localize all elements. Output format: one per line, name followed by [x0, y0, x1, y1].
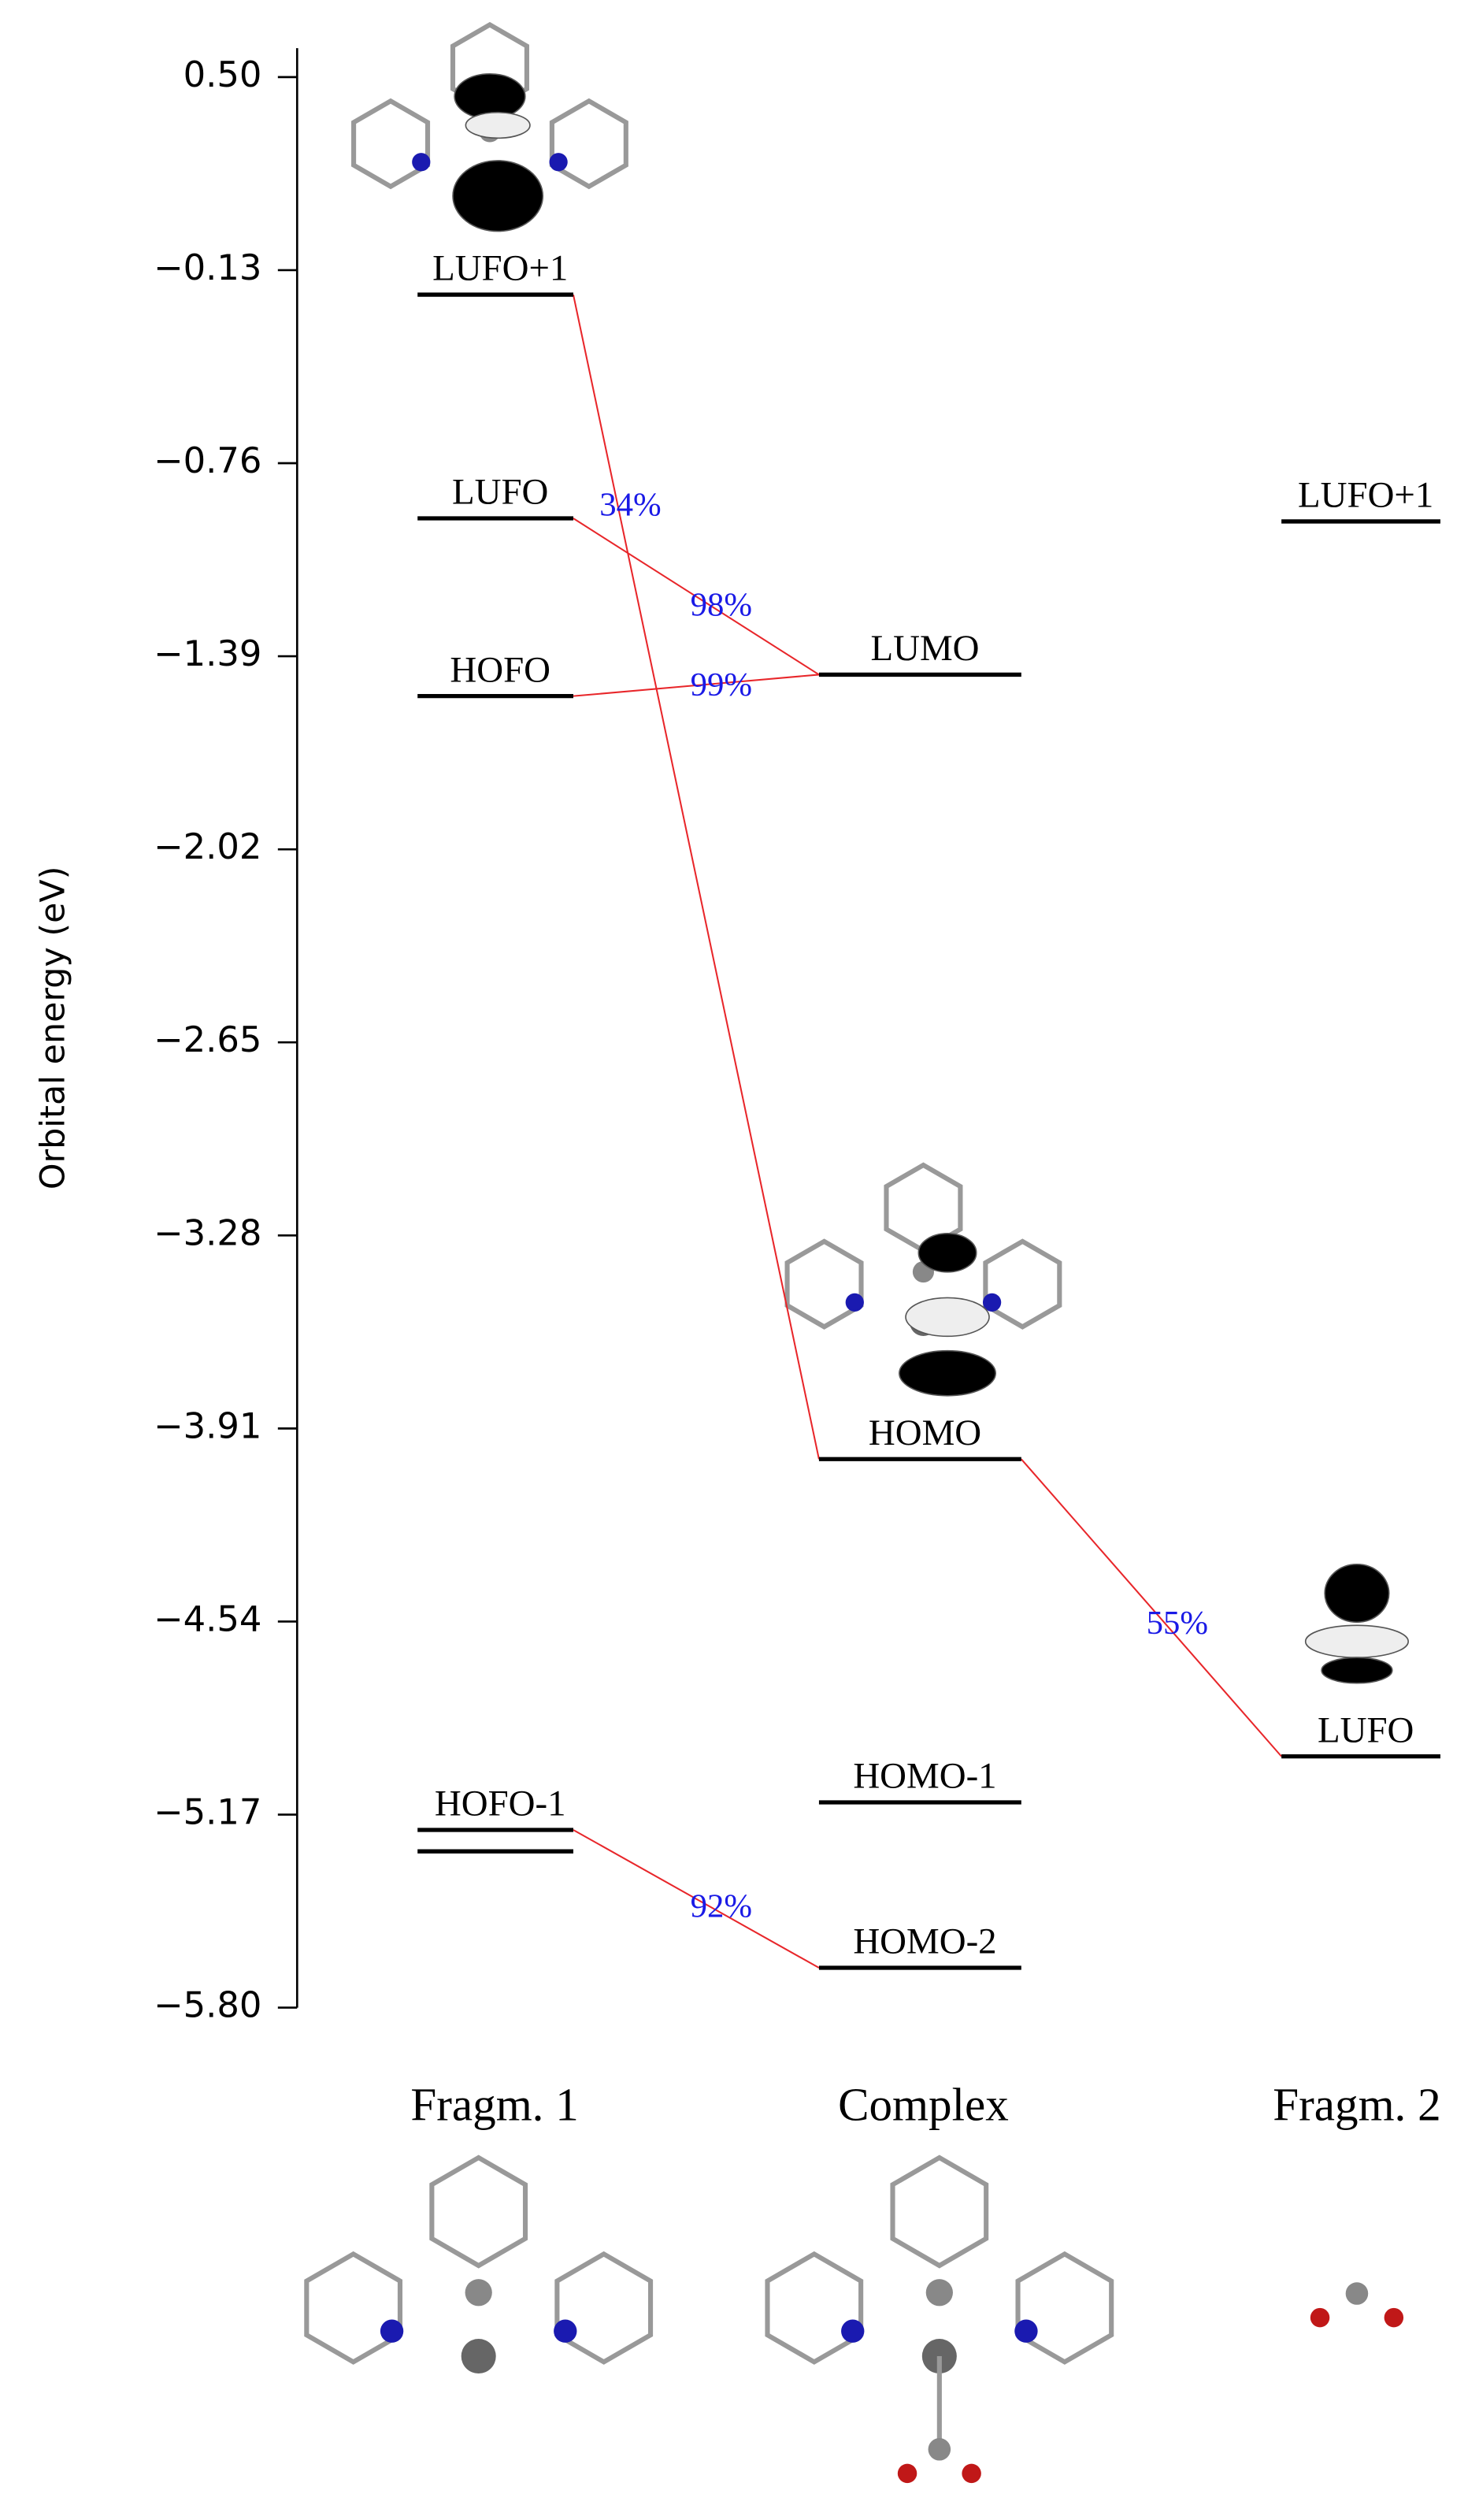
- atom: [1345, 2282, 1369, 2305]
- atom: [897, 2463, 917, 2484]
- atom-n: [549, 153, 568, 172]
- atom-metal: [921, 2339, 957, 2374]
- column-label: Fragm. 2: [1273, 2078, 1440, 2130]
- orbital-lobe: [454, 72, 526, 120]
- contribution-label: 34%: [599, 486, 661, 523]
- molecule-pictures: [304, 21, 1410, 2484]
- orbital-lobe: [917, 1233, 977, 1273]
- ring: [1015, 2251, 1114, 2365]
- contribution-link: [573, 674, 820, 697]
- atom-n: [554, 2319, 577, 2343]
- y-tick-label: −2.02: [154, 826, 261, 867]
- atom-n: [1014, 2319, 1038, 2343]
- contribution-link: [572, 294, 820, 1460]
- ring: [765, 2251, 864, 2365]
- y-tick-label: −3.91: [154, 1405, 261, 1446]
- level-label: LUMO: [870, 628, 979, 669]
- atom-n: [841, 2319, 865, 2343]
- contribution-label: 55%: [1147, 1605, 1208, 1642]
- atom-c: [925, 2279, 953, 2307]
- y-tick-label: −0.13: [154, 247, 261, 288]
- level-label: LUFO: [452, 472, 548, 513]
- contribution-link: [573, 1829, 820, 1969]
- orbital-lobe: [905, 1297, 990, 1338]
- atom-n: [982, 1293, 1002, 1312]
- y-tick-label: 0.50: [183, 54, 262, 95]
- y-tick-label: −1.39: [154, 633, 261, 674]
- y-tick-label: −2.65: [154, 1019, 261, 1060]
- level-label: HOMO: [869, 1412, 981, 1453]
- level-label: HOMO-1: [853, 1756, 996, 1797]
- atom-c: [465, 2279, 492, 2307]
- y-tick-label: −5.80: [154, 1984, 261, 2026]
- atom: [1384, 2307, 1404, 2328]
- atom-n: [380, 2319, 404, 2343]
- column-label: Fragm. 1: [410, 2078, 578, 2130]
- atom-n: [412, 153, 431, 172]
- orbital-lobe: [452, 160, 544, 232]
- ring: [351, 98, 431, 190]
- y-tick-label: −3.28: [154, 1212, 261, 1253]
- level-label: LUFO+1: [432, 248, 568, 289]
- atom: [928, 2438, 951, 2461]
- ring: [983, 1238, 1062, 1330]
- column-label: Complex: [838, 2078, 1009, 2130]
- level-label: LUFO: [1318, 1709, 1414, 1750]
- orbital-lobe: [1324, 1564, 1390, 1624]
- orbital-lobe: [899, 1349, 997, 1397]
- contribution-label: 99%: [691, 666, 752, 703]
- ring: [549, 98, 628, 190]
- contribution-label: 92%: [691, 1888, 752, 1925]
- ring: [890, 2154, 989, 2269]
- atom-metal: [461, 2339, 496, 2374]
- ring: [429, 2154, 528, 2269]
- atom-n: [845, 1293, 864, 1312]
- contribution-link: [573, 518, 820, 676]
- y-tick-label: −4.54: [154, 1598, 261, 1639]
- orbital-lobe: [1321, 1657, 1393, 1684]
- contribution-link: [1021, 1458, 1282, 1757]
- ring: [304, 2251, 403, 2365]
- level-label: HOMO-2: [853, 1921, 996, 1962]
- contribution-label: 98%: [691, 586, 752, 623]
- y-tick-label: −0.76: [154, 440, 261, 481]
- atom: [1310, 2307, 1330, 2328]
- orbital-lobe: [465, 111, 531, 139]
- ring: [554, 2251, 654, 2365]
- level-label: LUFO+1: [1298, 475, 1433, 516]
- y-tick-label: −5.17: [154, 1791, 261, 1833]
- ring: [784, 1238, 864, 1330]
- orbital-lobe: [1304, 1624, 1410, 1658]
- atom: [962, 2463, 981, 2484]
- y-axis-label: Orbital energy (eV): [34, 867, 73, 1190]
- level-label: HOFO: [450, 649, 550, 690]
- level-label: HOFO-1: [435, 1783, 566, 1824]
